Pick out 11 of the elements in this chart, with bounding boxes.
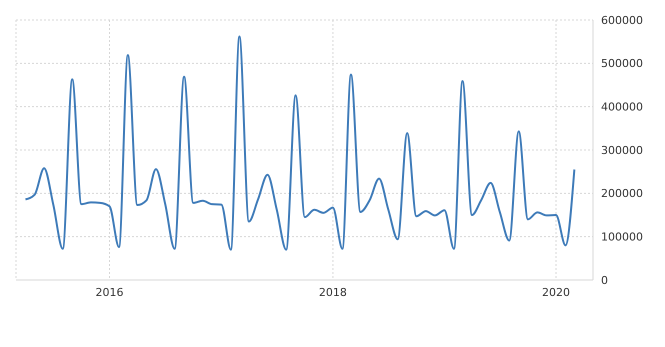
x-tick-label: 2020 [542, 286, 570, 299]
y-tick-label: 100000 [601, 230, 643, 244]
y-tick-label: 500000 [601, 57, 643, 70]
x-tick-label: 2016 [96, 286, 124, 299]
y-tick-label: 400000 [601, 100, 643, 114]
y-tick-label: 0 [601, 274, 608, 287]
y-tick-label: 200000 [601, 187, 643, 200]
y-tick-label: 300000 [601, 144, 643, 157]
y-tick-label: 600000 [601, 14, 643, 27]
x-tick-label: 2018 [318, 286, 347, 299]
line-series [24, 35, 576, 251]
